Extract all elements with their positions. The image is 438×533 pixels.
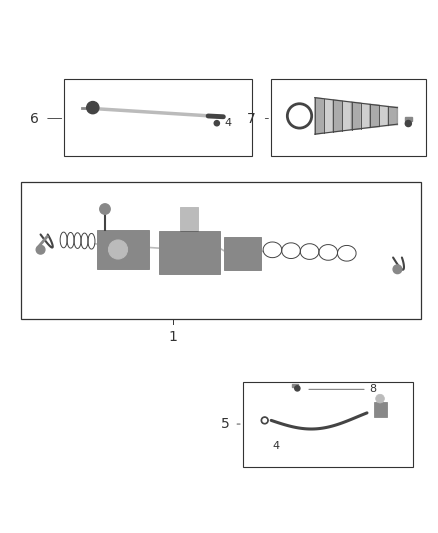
Text: 7: 7 [247,111,256,126]
Polygon shape [370,104,379,127]
Bar [159,231,219,274]
Polygon shape [388,107,397,125]
Bar [64,79,252,156]
Bar [374,402,387,417]
Polygon shape [315,98,324,134]
Polygon shape [343,101,352,131]
Circle shape [100,204,110,214]
Polygon shape [379,106,388,126]
Polygon shape [360,103,370,128]
Circle shape [405,120,411,126]
Bar [405,117,412,121]
Bar [224,237,261,270]
Circle shape [109,240,127,259]
Bar [243,382,413,467]
Circle shape [295,386,300,391]
Bar [180,207,198,231]
Text: 1: 1 [169,329,178,344]
Text: 8: 8 [369,384,376,394]
Circle shape [393,265,402,273]
Bar [292,384,298,387]
Bar [271,79,426,156]
Circle shape [263,418,266,422]
Text: 4: 4 [272,441,279,451]
Circle shape [87,101,99,114]
Circle shape [36,245,45,254]
Bar [21,182,421,319]
Text: 5: 5 [221,417,230,431]
Text: 6: 6 [30,111,39,126]
Circle shape [292,108,307,124]
Circle shape [214,120,219,126]
Text: 4: 4 [225,118,232,128]
Circle shape [261,417,268,424]
Polygon shape [333,100,343,132]
Circle shape [376,394,385,403]
Bar [97,230,149,269]
Polygon shape [352,102,360,130]
Polygon shape [324,99,333,133]
